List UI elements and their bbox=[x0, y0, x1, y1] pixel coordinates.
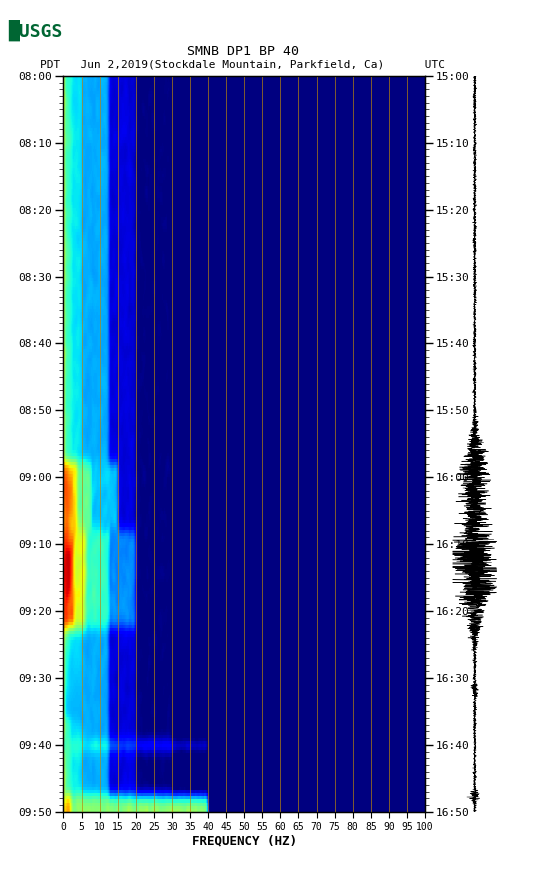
X-axis label: FREQUENCY (HZ): FREQUENCY (HZ) bbox=[192, 835, 297, 848]
Text: █USGS: █USGS bbox=[8, 20, 63, 41]
Text: SMNB DP1 BP 40: SMNB DP1 BP 40 bbox=[187, 45, 299, 58]
Text: PDT   Jun 2,2019(Stockdale Mountain, Parkfield, Ca)      UTC: PDT Jun 2,2019(Stockdale Mountain, Parkf… bbox=[40, 60, 445, 70]
